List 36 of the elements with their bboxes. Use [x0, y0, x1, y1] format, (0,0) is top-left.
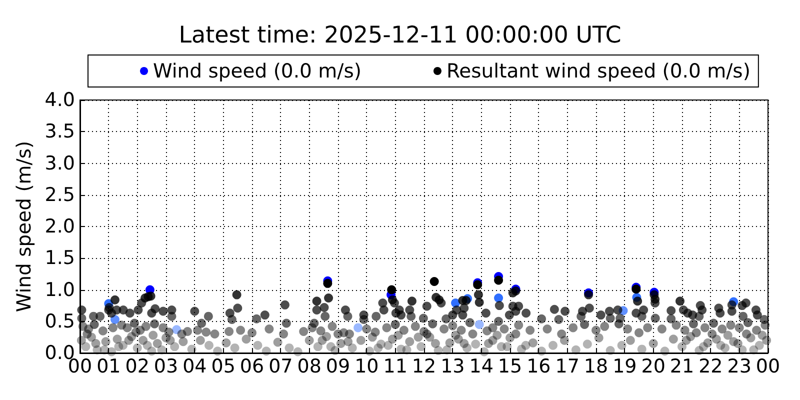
- x-tick-label: 11: [383, 356, 408, 378]
- x-tick-label: 19: [612, 356, 637, 378]
- y-tick-label: 3.0: [44, 152, 75, 174]
- x-tick-label: 17: [555, 356, 580, 378]
- x-tick-label: 14: [469, 356, 494, 378]
- x-tick-label: 08: [297, 356, 322, 378]
- x-tick-label: 15: [498, 356, 522, 378]
- y-tick-label: 1.5: [44, 247, 75, 270]
- x-tick-label: 21: [670, 356, 694, 378]
- y-tick-label: 2.0: [44, 216, 75, 238]
- x-tick-label: 03: [154, 356, 178, 378]
- x-tick-label: 10: [354, 356, 379, 378]
- x-tick-label: 22: [698, 356, 723, 378]
- x-tick-label: 07: [268, 356, 293, 378]
- chart-title: Latest time: 2025-12-11 00:00:00 UTC: [178, 22, 622, 48]
- x-tick-label: 18: [584, 356, 608, 378]
- x-tick-label: 23: [727, 356, 752, 378]
- y-tick-label: 3.5: [44, 120, 75, 143]
- y-tick-label: 1.0: [44, 278, 75, 301]
- y-axis-title: Wind speed (m/s): [12, 140, 36, 312]
- x-tick-label: 05: [211, 356, 236, 378]
- x-tick-label: 00: [756, 356, 780, 378]
- legend-label: Wind speed (0.0 m/s): [153, 60, 362, 82]
- x-tick-label: 13: [440, 356, 465, 378]
- x-tick-label: 04: [182, 356, 207, 378]
- x-tick-label: 12: [412, 356, 436, 378]
- x-tick-label: 02: [125, 356, 150, 378]
- y-tick-label: 0.5: [44, 310, 75, 332]
- x-tick-label: 06: [240, 356, 264, 378]
- x-tick-label: 09: [326, 356, 350, 378]
- legend-label: Resultant wind speed (0.0 m/s): [446, 60, 750, 82]
- x-tick-label: 20: [641, 356, 666, 378]
- y-tick-label: 2.5: [44, 184, 75, 206]
- x-tick-label: 16: [526, 356, 551, 378]
- y-tick-label: 4.0: [44, 89, 75, 111]
- x-tick-label: 01: [96, 356, 121, 378]
